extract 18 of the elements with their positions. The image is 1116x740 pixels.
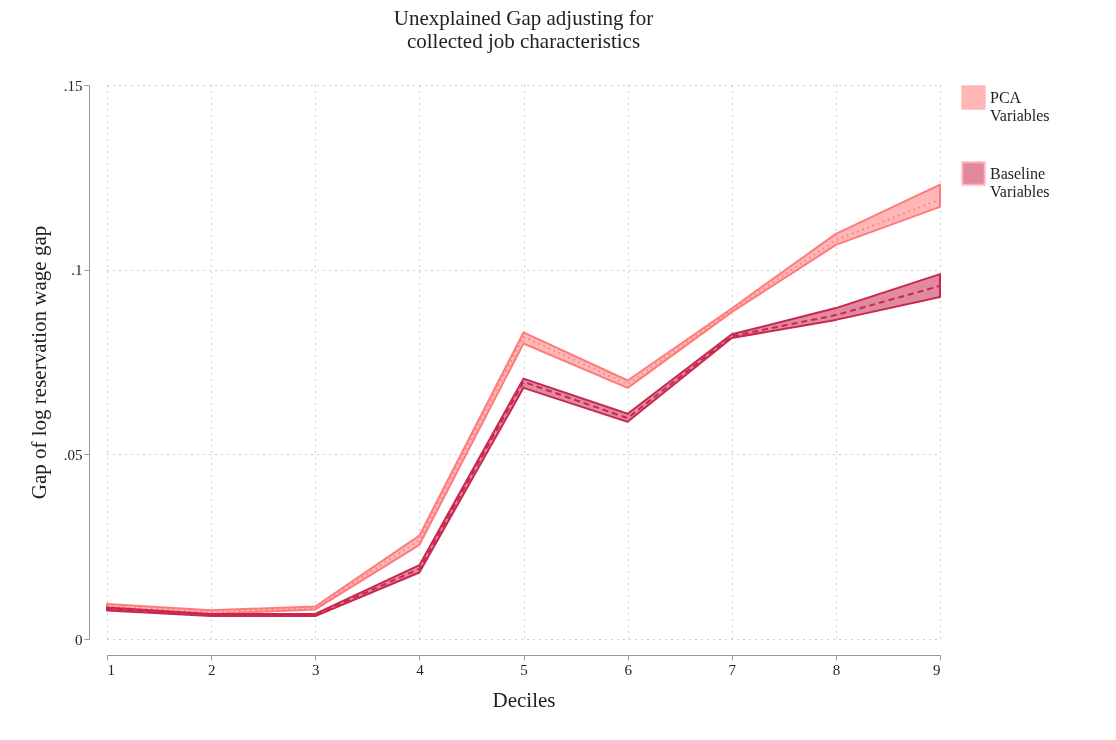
y-tick-label: .1 — [71, 262, 83, 279]
y-axis-title: Gap of log reservation wage gap — [26, 225, 51, 500]
x-tick-label: 5 — [520, 661, 528, 678]
x-tick-label: 1 — [107, 661, 115, 678]
x-tick-label: 3 — [312, 661, 320, 678]
x-tick-label: 6 — [624, 661, 633, 678]
legend-label: PCA Variables — [990, 88, 1050, 124]
y-tick-label: .05 — [63, 446, 83, 463]
x-tick-label: 9 — [933, 661, 941, 678]
x-axis-title: Deciles — [492, 687, 556, 712]
legend-label: Baseline Variables — [990, 164, 1050, 200]
y-tick-label: 0 — [75, 631, 83, 648]
x-tick-label: 4 — [416, 661, 425, 678]
chart-title: Unexplained Gap adjusting for collected job characteristics — [393, 6, 654, 53]
x-tick-label: 7 — [728, 661, 737, 678]
y-tick-label: .15 — [63, 77, 83, 94]
x-tick-label: 2 — [207, 661, 216, 678]
x-tick-label: 8 — [832, 661, 841, 678]
